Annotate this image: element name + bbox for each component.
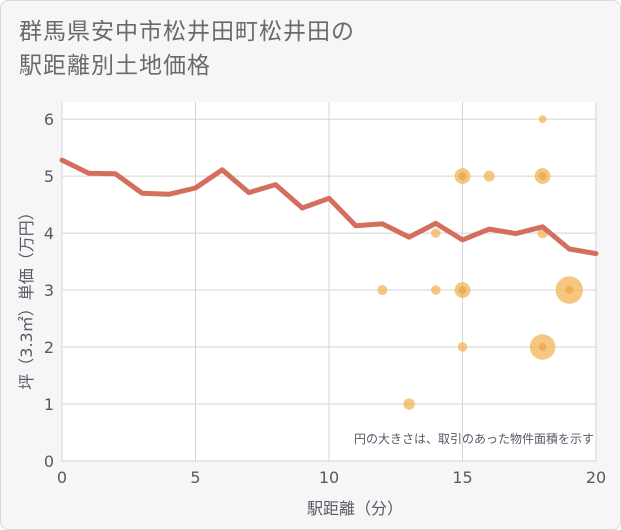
axis-ticks: 0 5 10 15 20 0 1 2 3 4 5 6 <box>44 110 606 487</box>
bubble-point <box>431 228 441 238</box>
bubble-size-note: 円の大きさは、取引のあった物件面積を示す <box>354 431 594 446</box>
bubble-point <box>431 285 441 295</box>
y-tick-label: 3 <box>44 281 54 300</box>
bubble-center <box>538 343 547 352</box>
title-line-2: 駅距離別土地価格 <box>19 53 211 79</box>
y-tick-label: 1 <box>44 395 54 414</box>
y-tick-label: 4 <box>44 224 54 243</box>
x-tick-label: 5 <box>190 468 200 487</box>
x-axis-label: 駅距離（分） <box>307 499 403 518</box>
y-tick-label: 5 <box>44 167 54 186</box>
bubble-center <box>458 286 467 295</box>
bubble-center <box>565 286 574 295</box>
bubble-point <box>377 285 388 296</box>
bubble-point <box>403 398 415 410</box>
bubble-point <box>538 115 547 123</box>
y-tick-label: 6 <box>44 110 54 129</box>
bubble-point <box>457 342 468 352</box>
y-tick-label: 0 <box>44 452 54 471</box>
average-price-line <box>59 157 599 257</box>
bubble-point <box>483 170 495 182</box>
bubble-center <box>458 172 467 181</box>
x-tick-label: 20 <box>586 468 606 487</box>
chart-title: 群馬県安中市松井田町松井田の 駅距離別土地価格 <box>19 15 579 83</box>
x-tick-label: 0 <box>57 468 67 487</box>
title-line-1: 群馬県安中市松井田町松井田の <box>19 19 355 45</box>
bubbles <box>377 115 583 410</box>
x-tick-label: 10 <box>319 468 339 487</box>
x-tick-label: 15 <box>452 468 472 487</box>
y-tick-label: 2 <box>44 338 54 357</box>
gridlines <box>61 102 597 462</box>
y-axis-label: 坪（3.3㎡）単価（万円） <box>17 204 36 389</box>
bubble-center <box>538 172 547 181</box>
